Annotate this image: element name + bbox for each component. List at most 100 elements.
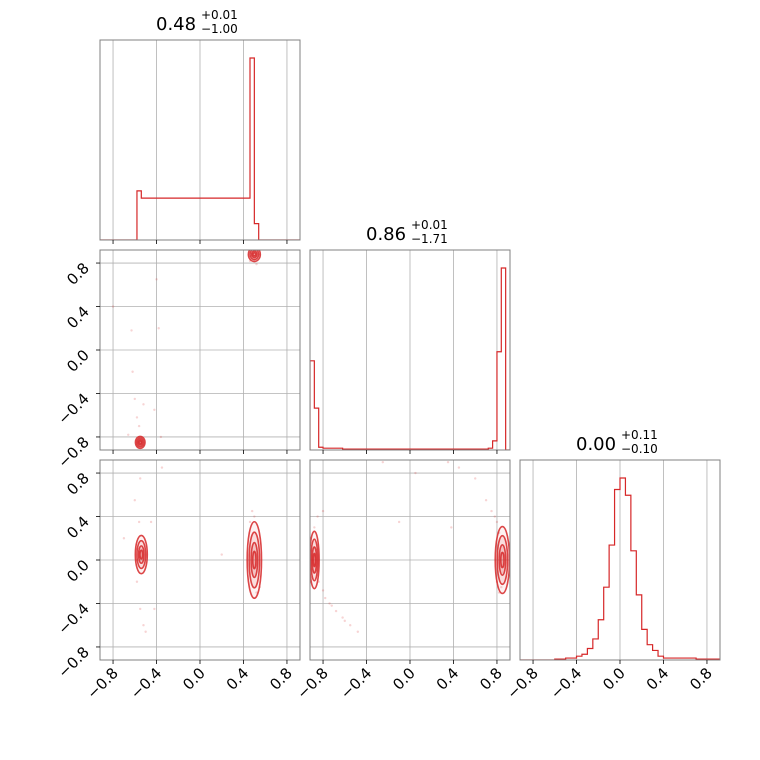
scatter-point [500, 585, 503, 589]
hist-bin [493, 441, 497, 450]
y-tick-label: −0.4 [54, 390, 92, 428]
scatter-point [313, 526, 316, 529]
marginal-2-marks [310, 267, 510, 450]
scatter-point [153, 607, 156, 611]
hist-bin [501, 268, 505, 450]
hist-bin [497, 352, 501, 450]
scatter-point [160, 466, 164, 469]
scatter-point [157, 327, 160, 330]
data-layer [100, 57, 720, 660]
scatter-point [255, 591, 258, 594]
scatter-point [131, 370, 134, 373]
x-tick-label: 0.4 [643, 664, 673, 694]
hist-bin [593, 639, 598, 660]
scatter-point [321, 589, 325, 592]
scatter-point [133, 499, 136, 502]
marginal-title-value: 0.00 [576, 434, 616, 455]
scatter-point [130, 329, 133, 332]
scatter-point [334, 609, 338, 613]
hist-step-line [310, 267, 510, 450]
scatter-point [111, 305, 115, 308]
scatter-point [142, 403, 145, 406]
hist-bin [587, 649, 592, 660]
scatter-point [153, 408, 156, 411]
x-tick-label: −0.8 [83, 664, 121, 702]
marginal-title-upper-error: +0.01 [201, 8, 238, 22]
hist-bin [598, 620, 603, 660]
scatter-point [446, 460, 450, 464]
scatter-point [122, 537, 126, 540]
density-contour [252, 251, 257, 257]
scatter-point [341, 616, 344, 619]
marginal-title-value: 0.48 [156, 14, 196, 35]
y-tick-label: 0.0 [63, 556, 93, 586]
density-contour [498, 543, 507, 577]
scatter-point [133, 397, 136, 401]
x-tick-label: 0.4 [223, 664, 253, 694]
x-tick-label: 0.0 [599, 664, 629, 694]
density-contour [499, 551, 505, 569]
hist-bin [314, 408, 318, 450]
marginal-title-upper-error: +0.01 [411, 218, 448, 232]
hist-bin [620, 478, 625, 660]
scatter-point [137, 424, 141, 428]
x-tick-label: 0.0 [389, 664, 419, 694]
x-tick-label: 0.8 [266, 664, 296, 694]
scatter-point [495, 520, 499, 524]
density-contour [138, 440, 143, 445]
density-contour [251, 550, 257, 570]
hist-bin [631, 551, 636, 660]
marginal-title-lower-error: −1.71 [411, 232, 448, 246]
marginal-1-marks [100, 57, 300, 240]
y-tick-label: −0.4 [54, 600, 92, 638]
hist-bin [642, 629, 647, 660]
hist-bin [604, 587, 609, 660]
joint-3-2-marks [310, 460, 510, 633]
scatter-point [397, 520, 401, 524]
x-tick-label: 0.8 [476, 664, 506, 694]
y-tick-label: 0.0 [63, 346, 93, 376]
marginal-title-upper-error: +0.11 [621, 428, 658, 442]
scatter-point [450, 526, 453, 529]
grid-layer [100, 40, 708, 660]
scatter-point [457, 466, 461, 469]
density-contour [312, 552, 317, 568]
scatter-point [137, 520, 141, 524]
scatter-point [142, 624, 145, 627]
scatter-point [316, 515, 319, 518]
hist-bin [250, 58, 254, 240]
scatter-point [474, 477, 477, 480]
scatter-point [493, 515, 496, 518]
scatter-point [343, 619, 346, 623]
scatter-point [381, 460, 385, 464]
y-tick-label: 0.8 [63, 259, 93, 289]
y-tick-label: 0.4 [63, 303, 93, 333]
scatter-point [328, 602, 331, 605]
scatter-point [255, 262, 258, 266]
scatter-point [155, 278, 158, 281]
scatter-point [253, 515, 256, 518]
hist-bin [137, 191, 141, 240]
y-tick-label: 0.4 [63, 513, 93, 543]
scatter-point [135, 416, 139, 419]
hist-bin [310, 361, 314, 450]
x-tick-label: 0.0 [179, 664, 209, 694]
scatter-point [330, 604, 333, 607]
scatter-point [414, 471, 417, 475]
hist-bin [141, 198, 145, 240]
scatter-point [220, 553, 223, 556]
scatter-point [321, 509, 325, 513]
scatter-point [139, 607, 142, 611]
hist-bin [636, 595, 641, 660]
y-tick-label: −0.8 [54, 433, 92, 471]
scatter-point [135, 580, 139, 583]
x-tick-label: −0.8 [503, 664, 541, 702]
scatter-point [159, 435, 163, 439]
marginal-title-lower-error: −1.00 [201, 22, 238, 36]
hist-bin [653, 650, 658, 660]
x-tick-label: 0.8 [686, 664, 716, 694]
scatter-point [144, 630, 147, 633]
scatter-point [490, 509, 493, 513]
marginal-title-lower-error: −0.10 [621, 442, 658, 456]
